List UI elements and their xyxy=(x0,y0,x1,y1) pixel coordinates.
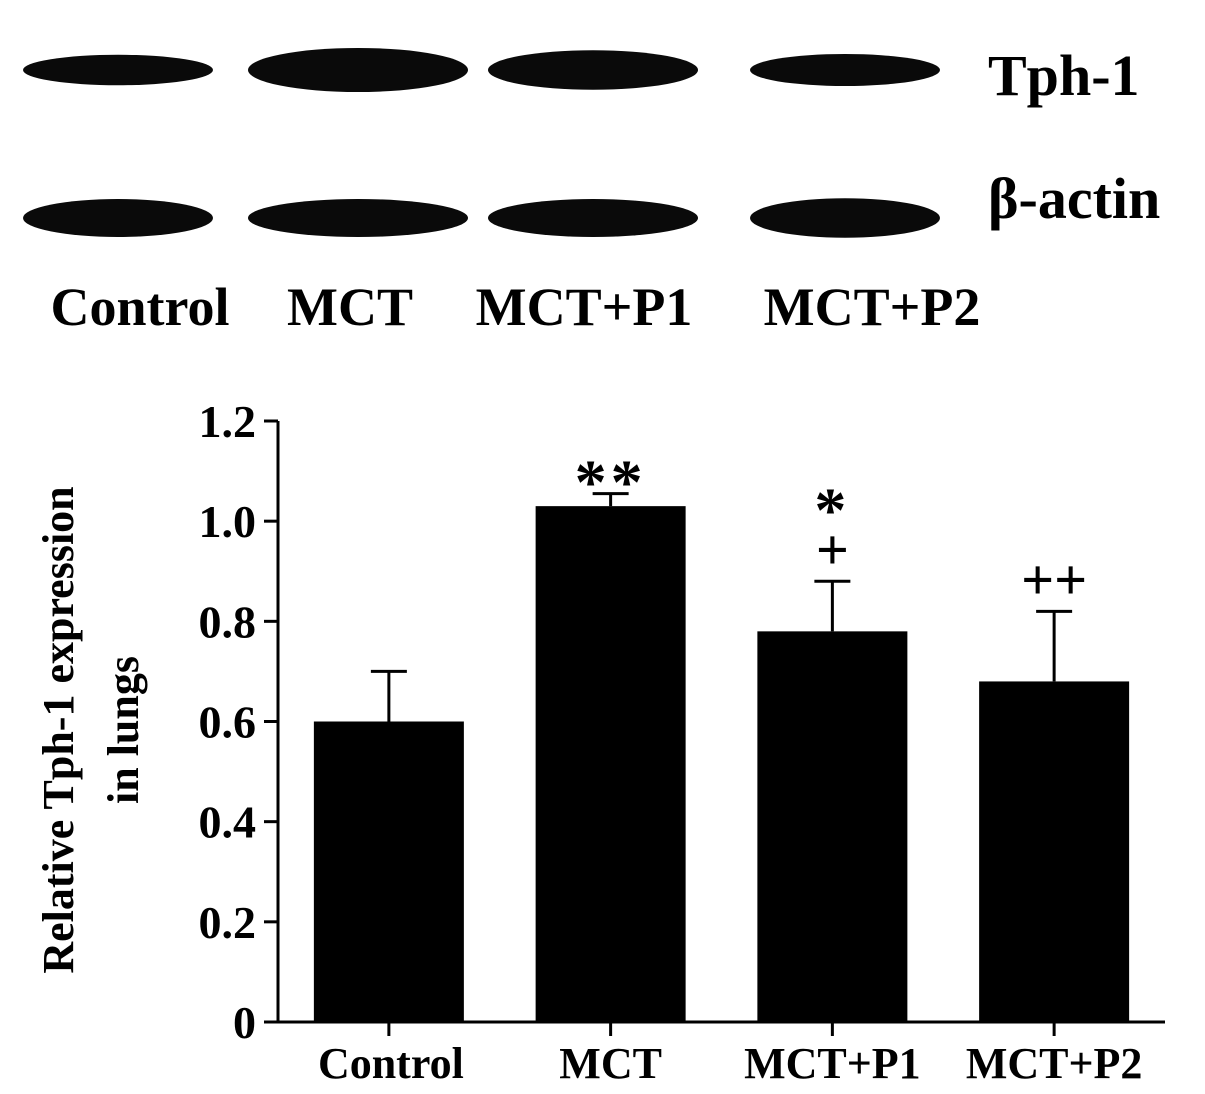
bar-chart: Relative Tph-1 expression in lungs 00.20… xyxy=(34,396,1165,1088)
blot-band-actin-2 xyxy=(248,199,468,237)
y-tick-label: 0.8 xyxy=(199,596,257,647)
y-tick-label: 0.2 xyxy=(199,897,257,948)
blot-band-actin-1 xyxy=(23,199,213,237)
bar xyxy=(313,721,464,1022)
y-tick-label: 0 xyxy=(233,997,256,1048)
x-tick-label: MCT+P1 xyxy=(744,1039,921,1088)
blot-lane-label-mct: MCT xyxy=(287,277,413,337)
bar xyxy=(757,631,908,1022)
blot-lane-label-mct-p1: MCT+P1 xyxy=(476,277,693,337)
blot-band-tph1-1 xyxy=(23,54,213,86)
blot-band-tph1-3 xyxy=(488,50,698,90)
bar xyxy=(535,506,686,1022)
y-tick-label: 1.2 xyxy=(199,396,257,447)
blot-band-actin-4 xyxy=(750,198,940,238)
blot-row-label-tph1: Tph-1 xyxy=(988,43,1140,108)
x-tick-label: Control xyxy=(318,1039,464,1088)
x-tick-label: MCT+P2 xyxy=(966,1039,1143,1088)
y-tick-label: 0.4 xyxy=(199,797,257,848)
blot-band-actin-3 xyxy=(488,199,698,237)
blot-row-label-actin: β-actin xyxy=(988,166,1160,231)
y-tick-label: 1.0 xyxy=(199,496,257,547)
blot-bands xyxy=(23,48,940,238)
significance-mark: ++ xyxy=(1021,547,1087,612)
chart-marks: 0 0.2 0.4 0.6 0.8 1.0 1.2 Control MCT MCT+P1 MCT+P… xyxy=(199,396,1165,1088)
blot-lane-label-control: Control xyxy=(50,277,229,337)
blot-band-tph1-2 xyxy=(248,48,468,92)
y-axis-label-line-1: Relative Tph-1 expression xyxy=(34,486,83,973)
significance-mark: * xyxy=(814,474,850,545)
blot-band-tph1-4 xyxy=(750,54,940,86)
western-blot-panel: Tph-1 β-actin Control MCT MCT+P1 MCT+P2 xyxy=(23,43,1160,337)
y-tick-label: 0.6 xyxy=(199,697,257,748)
significance-mark: ** xyxy=(575,447,647,518)
blot-lane-label-mct-p2: MCT+P2 xyxy=(764,277,981,337)
bar xyxy=(979,681,1130,1022)
y-axis-label-line-2: in lungs xyxy=(99,656,148,804)
significance-mark: + xyxy=(816,517,849,582)
x-tick-label: MCT xyxy=(559,1039,662,1088)
